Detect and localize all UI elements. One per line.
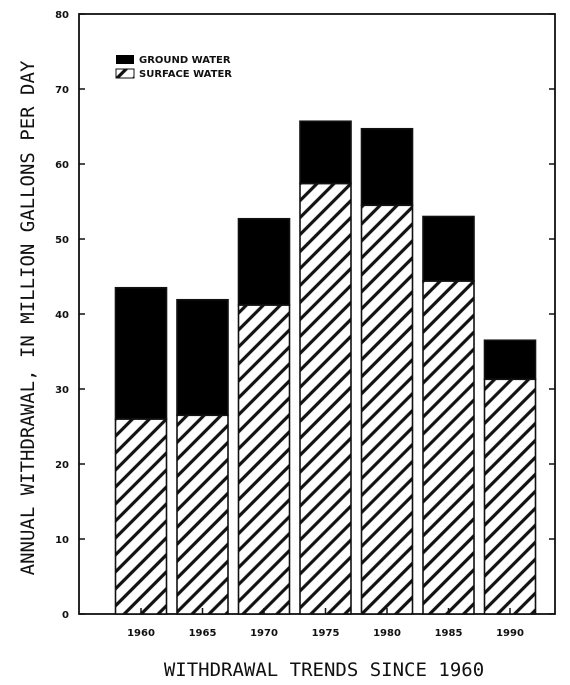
- legend-label-surface-water: SURFACE WATER: [139, 69, 232, 80]
- x-axis: 1960 1965 1970 1975 1980 1985 1990: [127, 608, 524, 639]
- y-tick-label: 0: [62, 610, 69, 621]
- x-tick-label-1990: 1990: [496, 628, 524, 639]
- y-axis: 0 10 20 30 40 50 60 70 80: [55, 10, 555, 621]
- legend-swatch-ground-water: [116, 55, 134, 64]
- y-tick-label: 40: [55, 310, 69, 321]
- x-tick-label-1975: 1975: [312, 628, 340, 639]
- x-tick-label-1970: 1970: [250, 628, 278, 639]
- bar-ground-water-1975: [299, 120, 352, 185]
- bar-ground-water-1970: [237, 217, 291, 306]
- bar-ground-water-1990: [483, 339, 537, 381]
- bar-ground-water-1960: [114, 286, 168, 420]
- legend-label-ground-water: GROUND WATER: [139, 55, 231, 66]
- y-axis-title: ANNUAL WITHDRAWAL, IN MILLION GALLONS PE…: [17, 60, 39, 575]
- bar-surface-water-1980: [360, 204, 414, 615]
- y-tick-label: 80: [55, 10, 69, 21]
- bar-surface-water-1965: [176, 414, 229, 615]
- bar-surface-water-1985: [422, 280, 475, 615]
- bar-surface-water-1990: [483, 378, 537, 615]
- y-tick-label: 30: [55, 385, 69, 396]
- bar-ground-water-1980: [360, 127, 414, 207]
- x-tick-label-1965: 1965: [189, 628, 217, 639]
- x-tick-label-1960: 1960: [127, 628, 155, 639]
- bar-surface-water-1975: [299, 182, 352, 615]
- y-tick-label: 10: [55, 535, 69, 546]
- bar-surface-water-1970: [237, 304, 291, 615]
- bar-surface-water-1960: [114, 418, 168, 615]
- x-axis-title: WITHDRAWAL TRENDS SINCE 1960: [164, 659, 484, 681]
- y-tick-label: 20: [55, 460, 69, 471]
- bars-layer: [114, 120, 537, 615]
- legend-swatch-surface-water: [115, 68, 135, 79]
- bar-ground-water-1985: [422, 215, 475, 282]
- y-tick-label: 50: [55, 235, 69, 246]
- legend: GROUND WATER SURFACE WATER: [115, 55, 232, 80]
- x-tick-label-1980: 1980: [373, 628, 401, 639]
- x-tick-label-1985: 1985: [435, 628, 463, 639]
- y-tick-label: 70: [55, 85, 69, 96]
- y-tick-label: 60: [55, 160, 69, 171]
- bar-ground-water-1965: [176, 298, 229, 417]
